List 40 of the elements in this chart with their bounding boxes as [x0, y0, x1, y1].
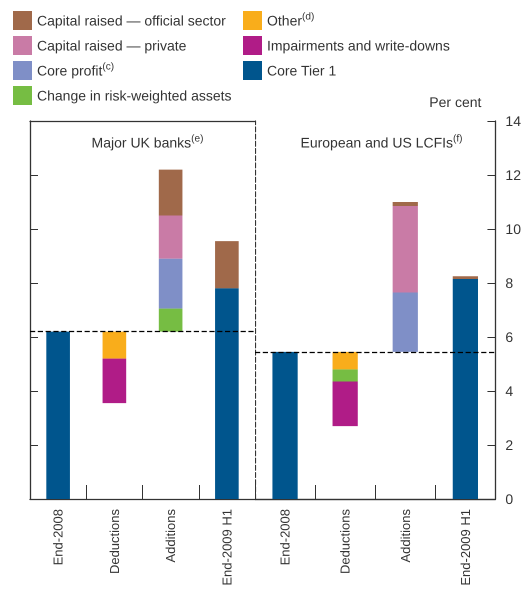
bar	[215, 241, 239, 288]
legend-label: Change in risk-weighted assets	[37, 88, 232, 104]
bar	[332, 382, 358, 426]
legend-label: Capital raised — private	[37, 38, 187, 54]
bar	[392, 206, 418, 292]
y-tick-label: 6	[505, 329, 514, 345]
y-axis-title: Per cent	[429, 94, 482, 110]
bar	[215, 288, 239, 499]
x-tick-label: End-2008	[50, 509, 66, 566]
y-tick-label: 12	[505, 167, 522, 183]
bar	[158, 258, 182, 309]
x-tick-label: Deductions	[106, 508, 122, 574]
y-tick-label: 2	[505, 437, 514, 453]
bar	[452, 276, 478, 279]
bar	[332, 352, 358, 370]
x-tick-label: End-2008	[278, 509, 293, 566]
bar	[272, 352, 298, 499]
bar	[158, 170, 182, 216]
legend-label: Core Tier 1	[267, 62, 336, 78]
y-tick-label: 8	[505, 275, 514, 291]
x-tick-label: End-2009 H1	[458, 509, 473, 586]
y-tick-label: 4	[505, 383, 514, 399]
y-tick-label: 0	[505, 491, 514, 507]
bar	[102, 332, 126, 359]
y-tick-label: 10	[505, 221, 522, 237]
bar	[102, 358, 126, 404]
x-tick-label: Additions	[163, 508, 178, 562]
bar	[392, 292, 418, 352]
bar	[158, 216, 182, 259]
x-tick-label: Additions	[398, 508, 413, 562]
bar	[392, 202, 418, 206]
legend-label: Capital raised — official sector	[37, 12, 226, 28]
y-tick-label: 14	[505, 113, 522, 129]
legend-label: Impairments and write-downs	[267, 38, 450, 54]
x-tick-label: End-2009 H1	[219, 509, 234, 586]
bar	[46, 332, 70, 499]
bar	[452, 278, 478, 499]
bar	[158, 308, 182, 332]
bar	[332, 369, 358, 382]
x-tick-label: Deductions	[338, 508, 353, 574]
